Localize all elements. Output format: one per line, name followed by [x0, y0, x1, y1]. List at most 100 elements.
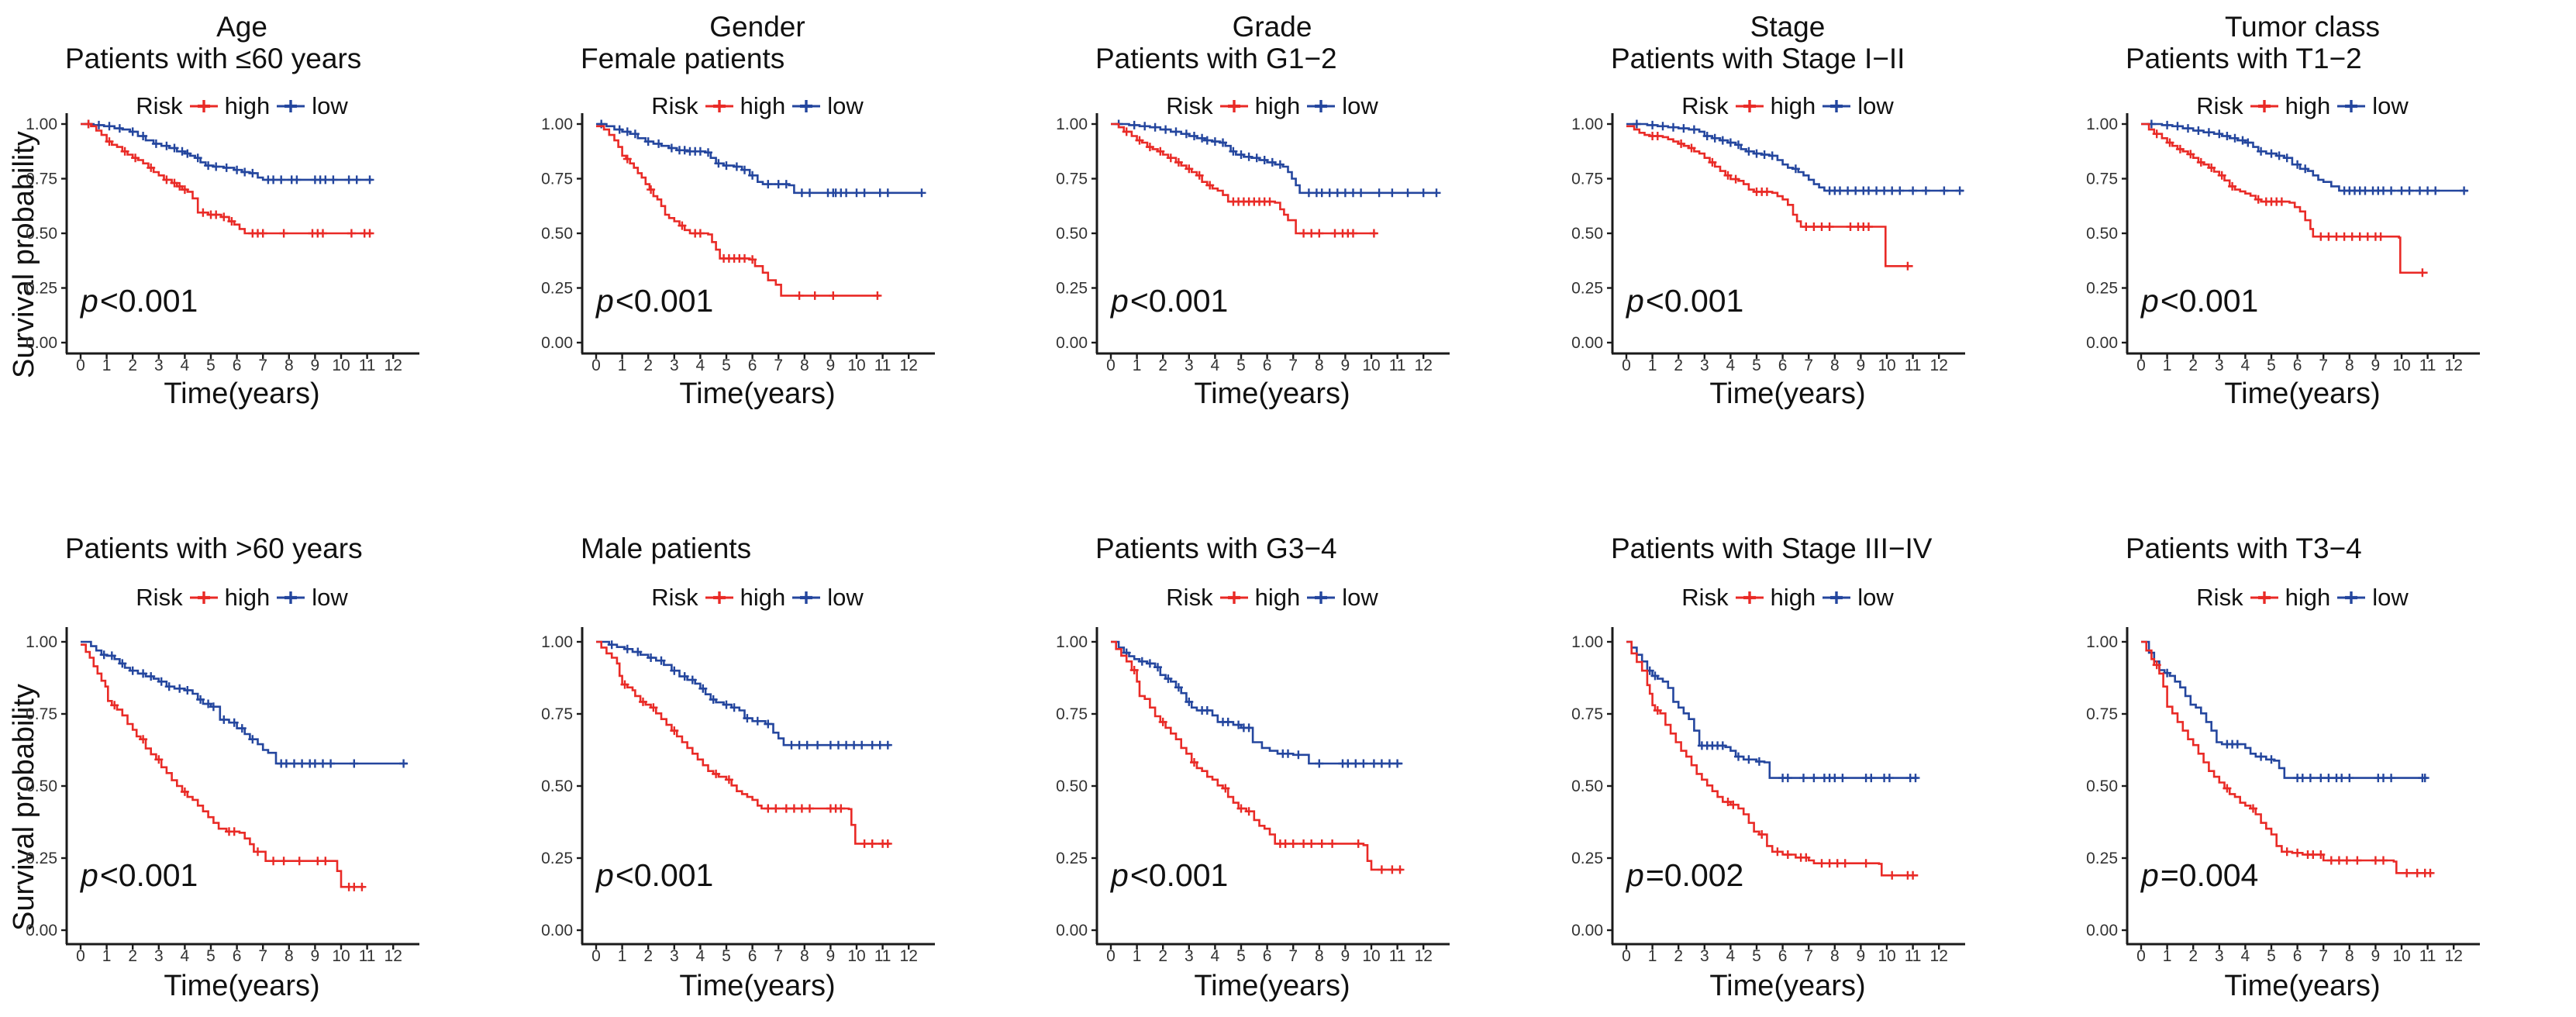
censor-mark	[2334, 856, 2343, 865]
censor-mark	[248, 735, 257, 744]
survival-plot-panel: 1.000.750.500.250.000 1 2 3 4 5 6 7 8 9 10 11 12	[1571, 627, 1965, 965]
censor-mark	[344, 175, 353, 184]
censor-mark	[667, 143, 676, 153]
censor-mark	[1757, 830, 1767, 839]
censor-mark	[620, 680, 629, 689]
censor-mark	[1210, 137, 1219, 147]
censor-mark	[1911, 774, 1920, 783]
x-tick-label: 2	[1674, 357, 1683, 374]
x-tick-label: 1	[1648, 947, 1657, 965]
censor-mark	[139, 735, 148, 744]
censor-mark	[2345, 774, 2354, 783]
x-tick-label: 7	[1804, 357, 1813, 374]
censor-mark	[170, 143, 179, 153]
censor-mark	[722, 161, 731, 171]
censor-mark	[615, 125, 624, 134]
censor-mark	[310, 759, 319, 768]
censor-mark	[1190, 758, 1198, 767]
censor-mark	[1343, 759, 1353, 768]
censor-mark	[1802, 222, 1811, 231]
censor-mark	[2360, 186, 2370, 195]
censor-mark	[1354, 839, 1363, 848]
legend-label-high: high	[740, 92, 786, 119]
censor-mark	[1632, 119, 1641, 129]
plot-subtitle: Patients with T1−2	[2126, 43, 2362, 74]
x-tick-label: 1	[618, 357, 627, 374]
x-tick-label: 5	[722, 947, 731, 965]
y-tick-label: 0.50	[541, 225, 573, 243]
censor-mark	[875, 188, 885, 198]
legend-label-low: low	[2372, 92, 2409, 119]
x-axis-title: Time(years)	[1709, 377, 1866, 410]
censor-mark	[789, 804, 798, 813]
censor-mark	[2379, 856, 2388, 865]
censor-mark	[813, 740, 822, 750]
censor-mark	[795, 291, 804, 300]
km-plot-cell: Patients with T3−4 Risk high low 1.00 0.7…	[2060, 508, 2575, 1017]
x-tick-label: 11	[2419, 947, 2436, 965]
x-tick-label: 5	[1752, 357, 1761, 374]
censor-mark	[1955, 186, 1964, 195]
censor-mark	[298, 759, 307, 768]
plot-category-title: Gender	[709, 11, 805, 43]
survival-curve-low	[596, 640, 891, 746]
legend-label-low: low	[312, 584, 348, 611]
y-tick-label: 0.25	[2086, 280, 2118, 298]
censor-mark	[279, 229, 288, 238]
censor-mark	[198, 208, 208, 217]
censor-mark	[2282, 847, 2292, 857]
censor-mark	[1921, 186, 1930, 195]
censor-mark	[781, 180, 791, 189]
censor-mark	[1677, 139, 1686, 148]
censor-mark	[1166, 153, 1175, 163]
censor-mark	[1252, 153, 1261, 163]
censor-marks-low	[99, 650, 409, 768]
censor-mark	[1888, 186, 1897, 195]
x-tick-label: 1	[618, 947, 627, 965]
x-tick-label: 1	[102, 947, 112, 965]
censor-marks-high	[2152, 660, 2435, 877]
x-tick-label: 11	[1905, 947, 1922, 965]
km-plot-cell: Gender Female patients Risk high low 1.0…	[516, 0, 1030, 508]
censor-mark	[2215, 129, 2224, 139]
censor-mark	[1744, 147, 1754, 156]
censor-mark	[319, 759, 327, 768]
censor-mark	[810, 291, 819, 300]
censor-mark	[128, 666, 137, 675]
x-tick-label: 6	[233, 947, 242, 965]
censor-marks-low	[1645, 666, 1920, 783]
p-symbol: p	[2141, 857, 2159, 893]
legend-title: Risk	[651, 584, 698, 611]
censor-mark	[1872, 186, 1881, 195]
censor-mark	[630, 129, 640, 139]
censor-mark	[753, 716, 762, 726]
y-tick-label: 0.50	[1571, 777, 1603, 795]
censor-mark	[128, 127, 137, 136]
censor-mark	[1393, 759, 1402, 768]
high-risk-censor-marker-icon	[705, 100, 733, 112]
x-tick-label: 8	[2345, 357, 2354, 374]
x-tick-label: 0	[591, 947, 601, 965]
censor-mark	[805, 188, 814, 198]
censor-mark	[1909, 186, 1918, 195]
censor-mark	[154, 755, 164, 764]
censor-mark	[219, 212, 229, 222]
plot-subtitle: Patients with >60 years	[65, 533, 363, 564]
censor-mark	[732, 162, 741, 171]
x-axis-title: Time(years)	[164, 377, 320, 410]
censor-mark	[678, 221, 687, 230]
censor-mark	[277, 175, 286, 184]
legend-title: Risk	[2196, 92, 2243, 119]
x-tick-label: 7	[774, 947, 783, 965]
censor-mark	[2194, 126, 2203, 135]
x-tick-label: 2	[128, 357, 137, 374]
x-tick-label: 12	[900, 947, 918, 965]
censor-mark	[1940, 186, 1949, 195]
x-tick-label: 8	[1830, 947, 1840, 965]
censor-mark	[1702, 132, 1712, 140]
censor-mark	[1395, 865, 1405, 874]
low-risk-censor-marker-icon	[277, 591, 305, 604]
x-tick-label: 3	[1700, 357, 1709, 374]
x-tick-label: 8	[1315, 357, 1324, 374]
x-tick-label: 9	[1857, 947, 1866, 965]
